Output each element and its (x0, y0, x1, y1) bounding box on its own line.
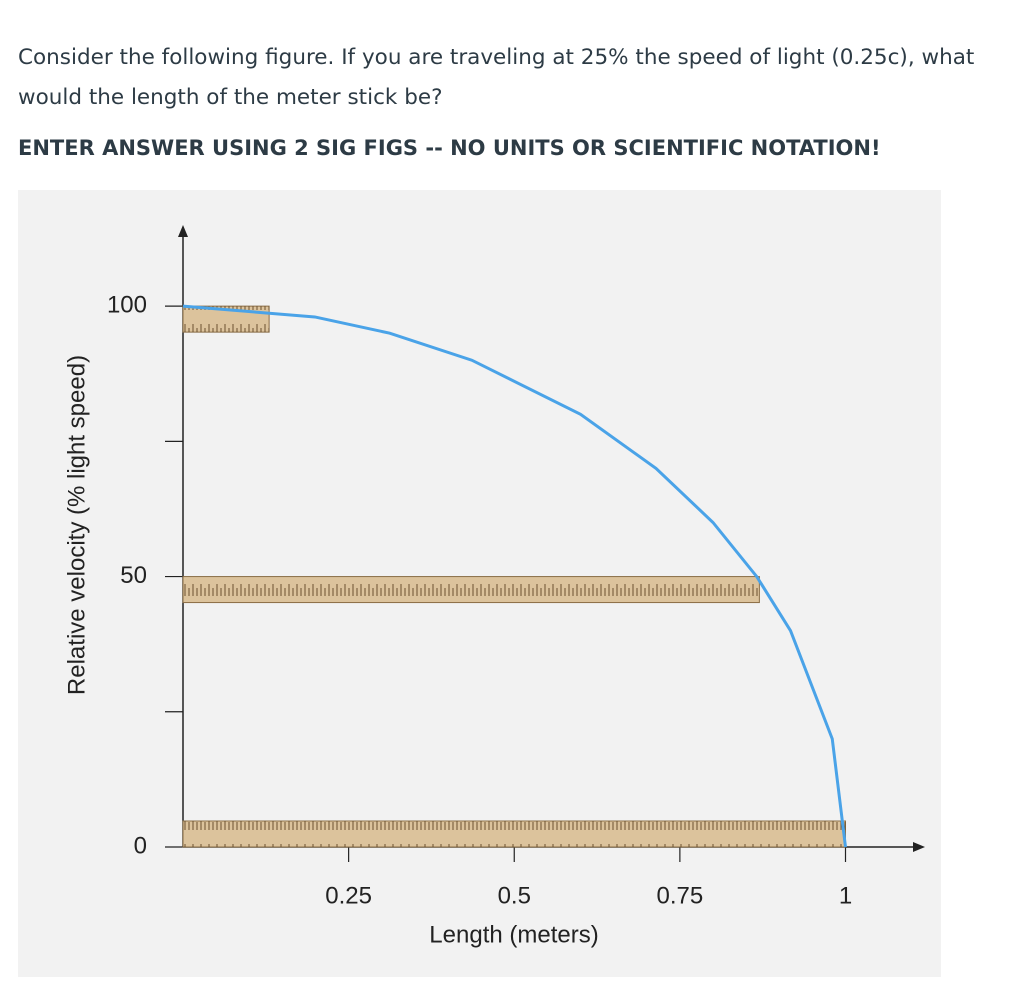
x-tick-label: 0.25 (325, 882, 372, 909)
x-axis-arrow (913, 842, 925, 852)
x-tick-label: 1 (839, 882, 852, 909)
y-axis-arrow (178, 225, 188, 237)
stick-graduations (183, 821, 846, 847)
stick-graduations (183, 576, 760, 603)
y-tick-label: 0 (134, 832, 147, 859)
y-tick-label: 50 (120, 562, 147, 589)
instruction: ENTER ANSWER USING 2 SIG FIGS -- NO UNIT… (18, 136, 881, 160)
x-tick-label: 0.75 (657, 882, 704, 909)
question-text: Consider the following figure. If you ar… (18, 45, 975, 110)
y-axis-label: Relative velocity (% light speed) (63, 355, 90, 695)
y-tick-label: 100 (107, 291, 147, 318)
x-tick-label: 0.5 (498, 882, 531, 909)
x-axis-label: Length (meters) (429, 921, 598, 948)
curve (182, 304, 847, 848)
